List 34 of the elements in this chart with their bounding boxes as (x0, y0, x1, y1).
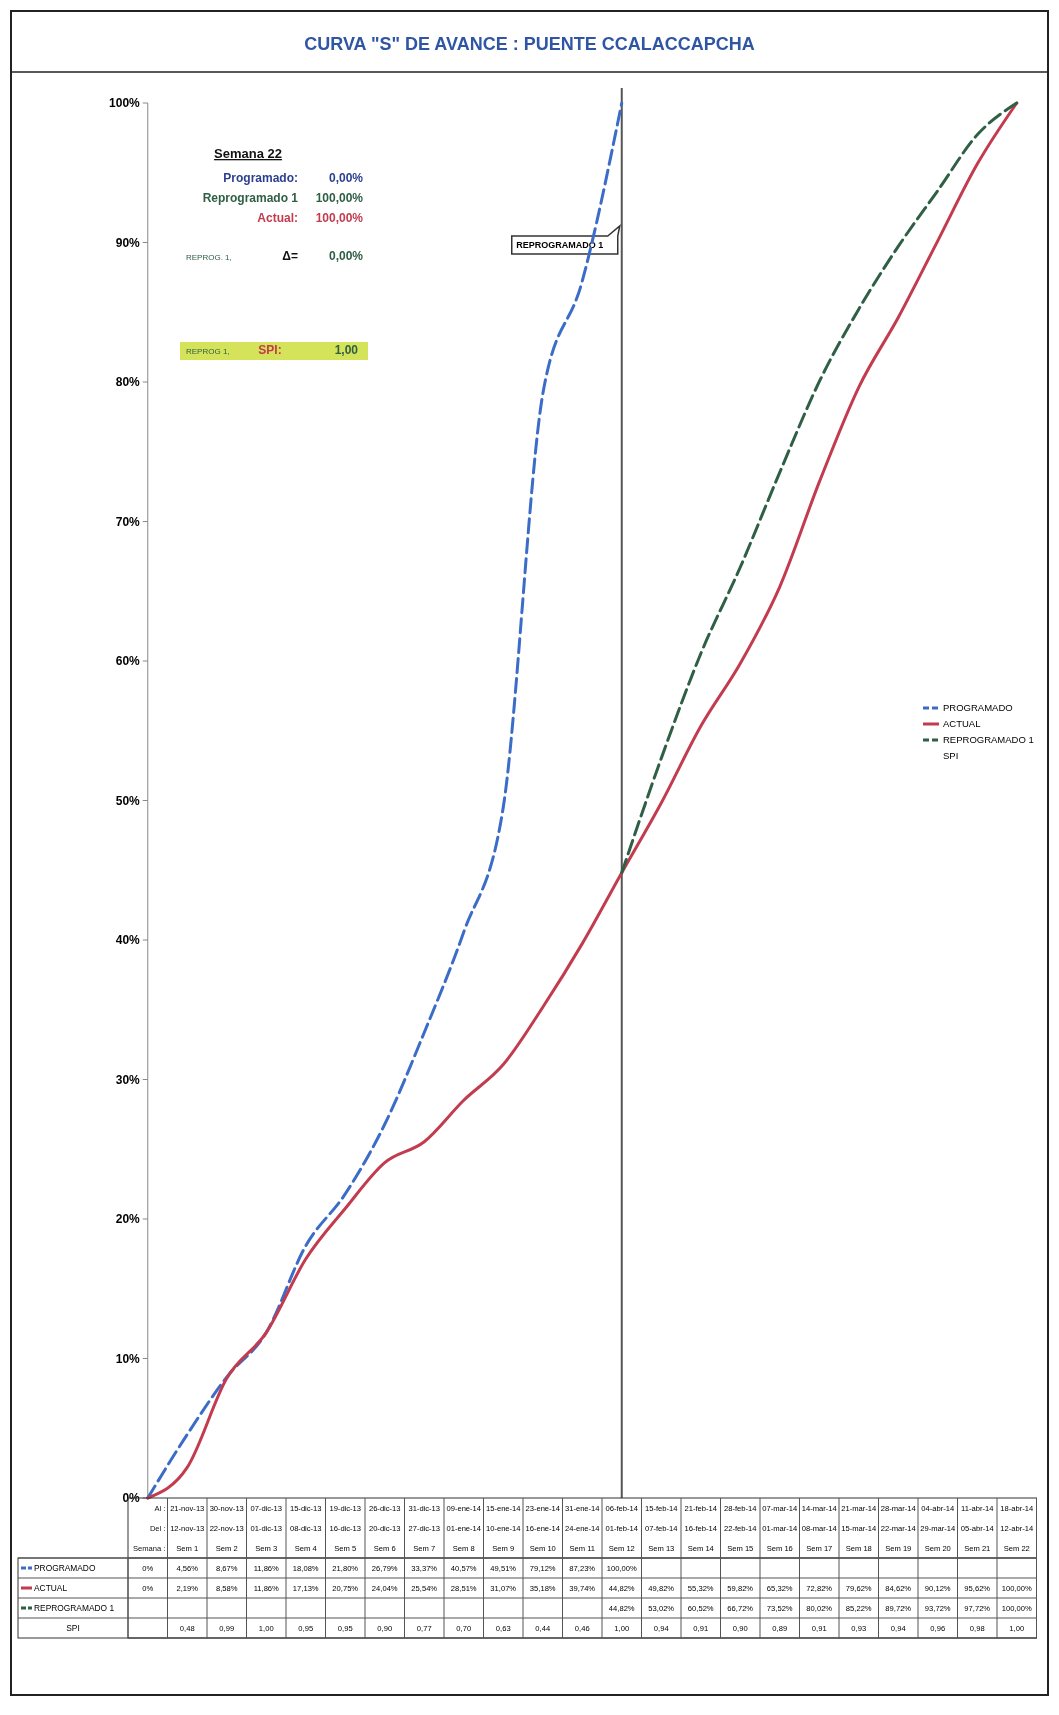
annotation: REPROG 1, (186, 347, 230, 356)
text: SPI (943, 750, 959, 762)
annotation: SPI: (258, 343, 282, 357)
annotation: Programado: (223, 171, 298, 185)
y-tick-label: 30% (115, 1072, 141, 1087)
y-tick-label: 60% (115, 654, 141, 669)
ref-line-label: REPROGRAMADO 1 (516, 240, 604, 251)
annotation: 100,00% (315, 191, 364, 205)
text: PROGRAMADO (943, 702, 1013, 714)
annotation: REPROG. 1, (186, 253, 232, 262)
annotation: 0,00% (328, 171, 364, 185)
annotation: Actual: (257, 211, 298, 225)
text: SPI (66, 1622, 80, 1633)
y-tick-label: 100% (109, 96, 141, 111)
y-tick-label: 90% (115, 235, 141, 250)
annotation: 1,00 (334, 343, 359, 357)
y-tick-label: 80% (115, 375, 141, 390)
y-tick-label: 20% (115, 1212, 141, 1227)
legend-label: PROGRAMADO (34, 1562, 96, 1573)
y-tick-label: 70% (115, 514, 141, 529)
legend-label: ACTUAL (943, 718, 981, 730)
chart-title: CURVA "S" DE AVANCE : PUENTE CCALACCAPCHA (304, 34, 755, 54)
annotation: 0,00% (328, 249, 364, 263)
annotation: 100,00% (315, 211, 364, 225)
annotation: Δ= (282, 249, 298, 263)
y-tick-label: 50% (115, 793, 141, 808)
annotation: Semana 22 (214, 146, 282, 161)
y-tick-label: 10% (115, 1351, 141, 1366)
legend-label: REPROGRAMADO 1 (943, 734, 1034, 746)
y-tick-label: 0% (122, 1491, 141, 1506)
y-tick-label: 40% (115, 933, 141, 948)
text: ACTUAL (34, 1582, 68, 1593)
text: REPROGRAMADO 1 (34, 1602, 115, 1613)
annotation: Reprogramado 1 (202, 191, 299, 205)
